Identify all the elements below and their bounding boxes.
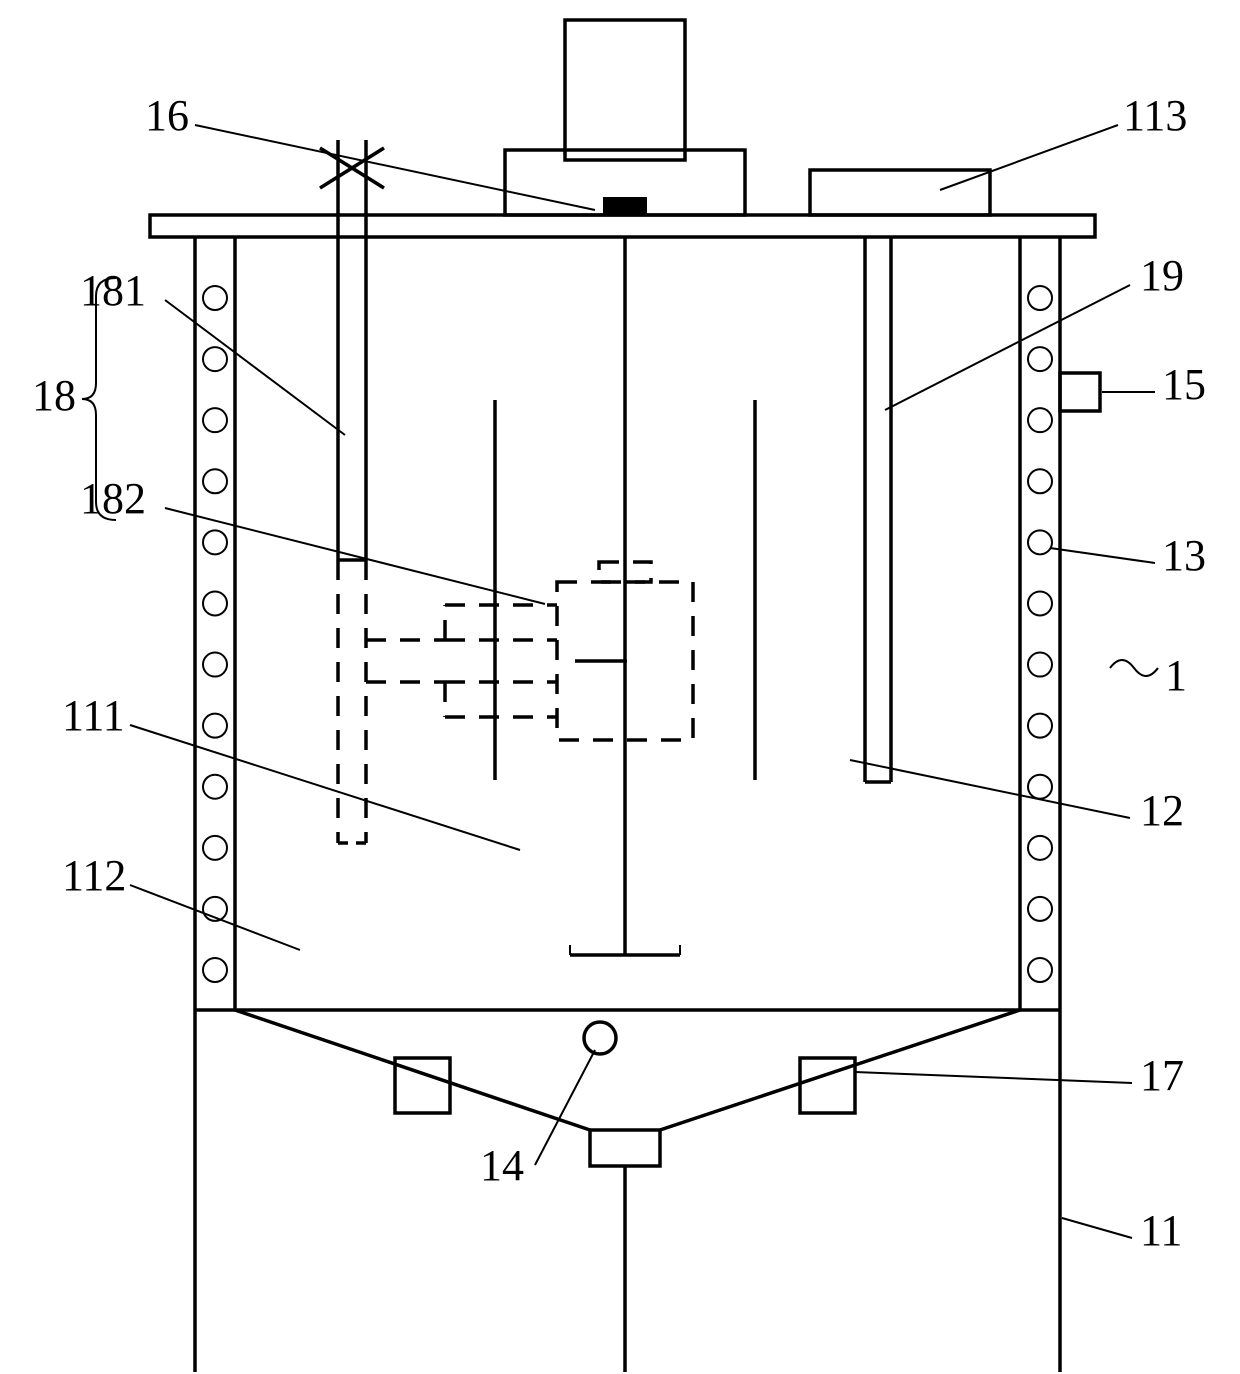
- ref-label-15: 15: [1162, 360, 1206, 409]
- ref-label-112: 112: [62, 851, 126, 900]
- tank-apparatus-diagram: 1611318118182111112191513112171114: [0, 0, 1240, 1374]
- ref-label-18: 18: [32, 371, 76, 420]
- ref-label-13: 13: [1162, 531, 1206, 580]
- ref-label-17: 17: [1140, 1051, 1184, 1100]
- ref-label-14: 14: [480, 1141, 524, 1190]
- ref-label-12: 12: [1140, 786, 1184, 835]
- ref-label-182: 182: [80, 474, 146, 523]
- ref-label-181: 181: [80, 266, 146, 315]
- ref-label-19: 19: [1140, 251, 1184, 300]
- ref-label-11: 11: [1140, 1206, 1182, 1255]
- ref-label-16: 16: [145, 91, 189, 140]
- ref-label-113: 113: [1123, 91, 1187, 140]
- ref-label-111: 111: [62, 691, 125, 740]
- ref-label-1: 1: [1165, 651, 1187, 700]
